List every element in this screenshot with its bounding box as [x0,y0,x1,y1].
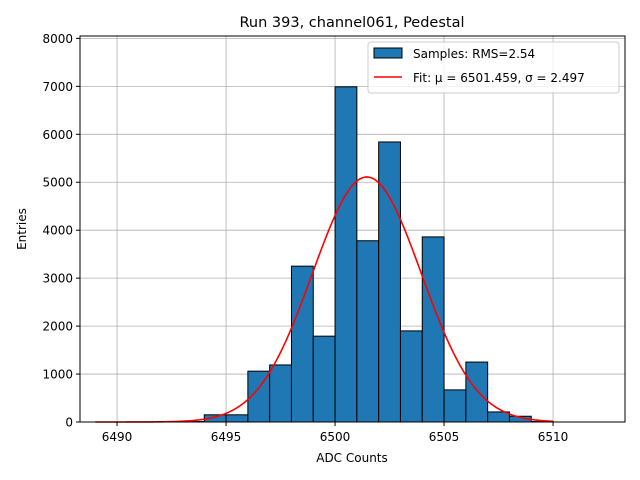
y-tick-label: 5000 [42,176,73,190]
legend: Samples: RMS=2.54 Fit: μ = 6501.459, σ =… [367,41,620,94]
y-tick-label: 2000 [42,320,73,334]
histogram-bar [225,414,249,423]
legend-swatch-samples [373,47,403,59]
chart-title: Run 393, channel061, Pedestal [239,15,464,31]
x-tick-label: 6510 [538,430,569,444]
legend-box [367,41,620,94]
histogram-bar [421,236,445,423]
histogram-bar [290,265,314,423]
y-tick-label: 0 [65,416,73,430]
y-tick-label: 4000 [42,224,73,238]
x-tick-label: 6500 [320,430,351,444]
y-tick-label: 1000 [42,368,73,382]
histogram-bar [378,141,401,423]
x-tick-label: 6490 [102,430,133,444]
histogram-bar [312,335,336,423]
y-tick-label: 3000 [42,272,73,286]
histogram-bar [356,240,380,423]
y-tick-label: 8000 [42,32,73,46]
x-axis-label: ADC Counts [316,451,388,465]
plot-frame [79,35,626,423]
histogram-bar [269,364,292,423]
legend-label-fit: Fit: μ = 6501.459, σ = 2.497 [413,71,585,85]
bars-layer [181,86,554,423]
histogram-bar [465,361,489,423]
x-tick-label: 6505 [429,430,460,444]
y-axis-label: Entries [15,208,29,250]
y-ticks: 0 1000 2000 3000 4000 5000 6000 7000 8000 [42,32,80,430]
histogram-bar [399,330,423,423]
y-tick-label: 6000 [42,128,73,142]
x-ticks: 6490 6495 6500 6505 6510 [102,422,569,444]
histogram-bar [334,86,358,423]
legend-label-samples: Samples: RMS=2.54 [413,47,535,61]
x-tick-label: 6495 [211,430,242,444]
y-tick-label: 7000 [42,80,73,94]
histogram-bar [443,389,467,423]
